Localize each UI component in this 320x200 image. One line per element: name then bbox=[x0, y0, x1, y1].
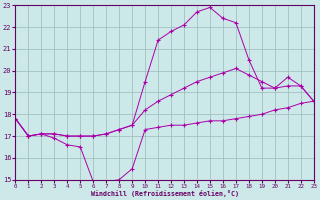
X-axis label: Windchill (Refroidissement éolien,°C): Windchill (Refroidissement éolien,°C) bbox=[91, 190, 239, 197]
